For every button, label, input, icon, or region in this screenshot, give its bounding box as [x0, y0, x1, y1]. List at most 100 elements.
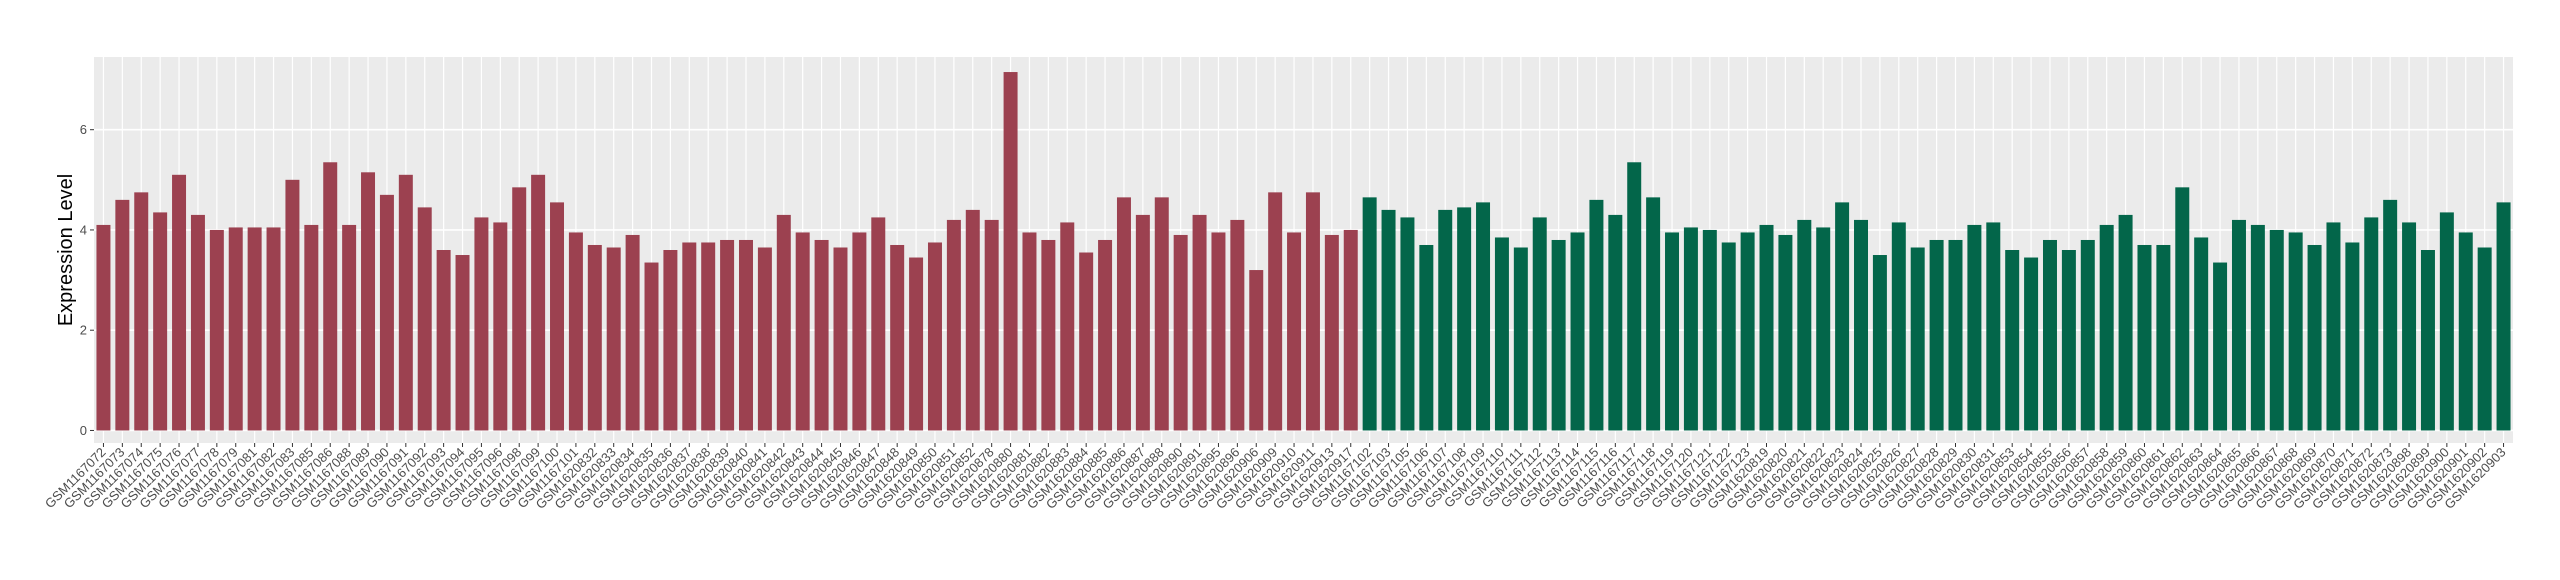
bar: [2288, 232, 2303, 431]
bar: [2213, 262, 2228, 431]
bar: [323, 162, 338, 431]
bar: [1929, 239, 1944, 431]
bar: [2269, 229, 2284, 431]
bar: [1835, 202, 1850, 431]
bar: [1324, 234, 1339, 431]
bar: [228, 227, 243, 431]
bar: [1494, 237, 1509, 431]
y-tick-label: 4: [80, 222, 87, 237]
bar: [285, 179, 300, 431]
bar: [474, 217, 489, 431]
y-tick-label: 6: [80, 122, 87, 137]
bar: [2042, 239, 2057, 431]
bar: [1589, 199, 1604, 431]
bar: [1268, 192, 1283, 431]
bar: [927, 242, 942, 431]
bar: [739, 239, 753, 431]
y-axis-label: Expression Level: [55, 174, 77, 326]
bar: [909, 257, 924, 431]
bar: [682, 242, 697, 431]
bar: [1778, 234, 1793, 431]
bar: [2118, 214, 2133, 431]
bar: [2024, 257, 2039, 431]
bar: [1211, 232, 1226, 431]
bar: [1173, 234, 1188, 431]
bar: [398, 174, 413, 431]
bar: [342, 224, 357, 431]
bar: [115, 199, 130, 431]
bar: [946, 219, 961, 431]
bar: [871, 217, 886, 431]
bar: [1287, 232, 1302, 431]
bar: [2458, 232, 2473, 431]
bar: [1022, 232, 1037, 431]
bar: [512, 187, 527, 431]
bar: [757, 247, 772, 431]
bar: [1702, 229, 1717, 431]
bar: [1476, 202, 1491, 431]
bar: [568, 232, 583, 431]
bar: [1362, 197, 1377, 431]
bar: [1608, 214, 1623, 431]
bar: [1532, 217, 1547, 431]
bar: [455, 255, 470, 431]
bar: [1135, 214, 1150, 431]
bar: [2439, 212, 2454, 431]
bar: [2496, 202, 2511, 431]
bar: [1003, 72, 1018, 431]
bar: [2137, 244, 2152, 431]
bar: [1948, 239, 1963, 431]
bar: [1891, 222, 1906, 431]
bar: [1646, 197, 1661, 431]
bar: [2194, 237, 2209, 431]
bar: [1872, 255, 1887, 431]
bar: [1060, 222, 1075, 431]
bar: [663, 250, 678, 431]
bar: [153, 212, 168, 431]
bar: [606, 247, 621, 431]
y-tick-label: 0: [80, 423, 87, 438]
bar: [1910, 247, 1925, 431]
bar: [2250, 224, 2265, 431]
bar: [1986, 222, 2001, 431]
bar: [1041, 239, 1056, 431]
bar: [2383, 199, 2398, 431]
bar: [2061, 250, 2076, 431]
bar: [379, 194, 394, 431]
bar: [247, 227, 262, 431]
bar: [1230, 219, 1245, 431]
bar: [1381, 209, 1396, 431]
bar: [531, 174, 546, 431]
bar: [550, 202, 565, 431]
bar: [1116, 197, 1131, 431]
y-tick-label: 2: [80, 323, 87, 338]
bar: [190, 214, 205, 431]
bar: [1627, 162, 1642, 431]
bar: [1513, 247, 1528, 431]
bar: [776, 214, 791, 431]
bar: [587, 244, 602, 431]
bar: [493, 222, 508, 431]
bar: [2080, 239, 2095, 431]
bar: [1759, 224, 1774, 431]
bar: [2307, 244, 2322, 431]
bar: [625, 234, 640, 431]
bar: [436, 250, 451, 431]
bar: [1400, 217, 1415, 431]
bar: [2364, 217, 2379, 431]
bar: [361, 172, 376, 431]
bar: [2477, 247, 2492, 431]
bar: [1079, 252, 1094, 431]
bar: [701, 242, 716, 431]
bar: [1740, 232, 1755, 431]
bar: [172, 174, 187, 431]
bar: [965, 209, 980, 431]
bar: [266, 227, 281, 431]
bar: [1249, 270, 1264, 431]
bar: [1797, 219, 1812, 431]
bar: [2175, 187, 2190, 431]
bar: [1419, 244, 1434, 431]
bar: [2326, 222, 2341, 431]
